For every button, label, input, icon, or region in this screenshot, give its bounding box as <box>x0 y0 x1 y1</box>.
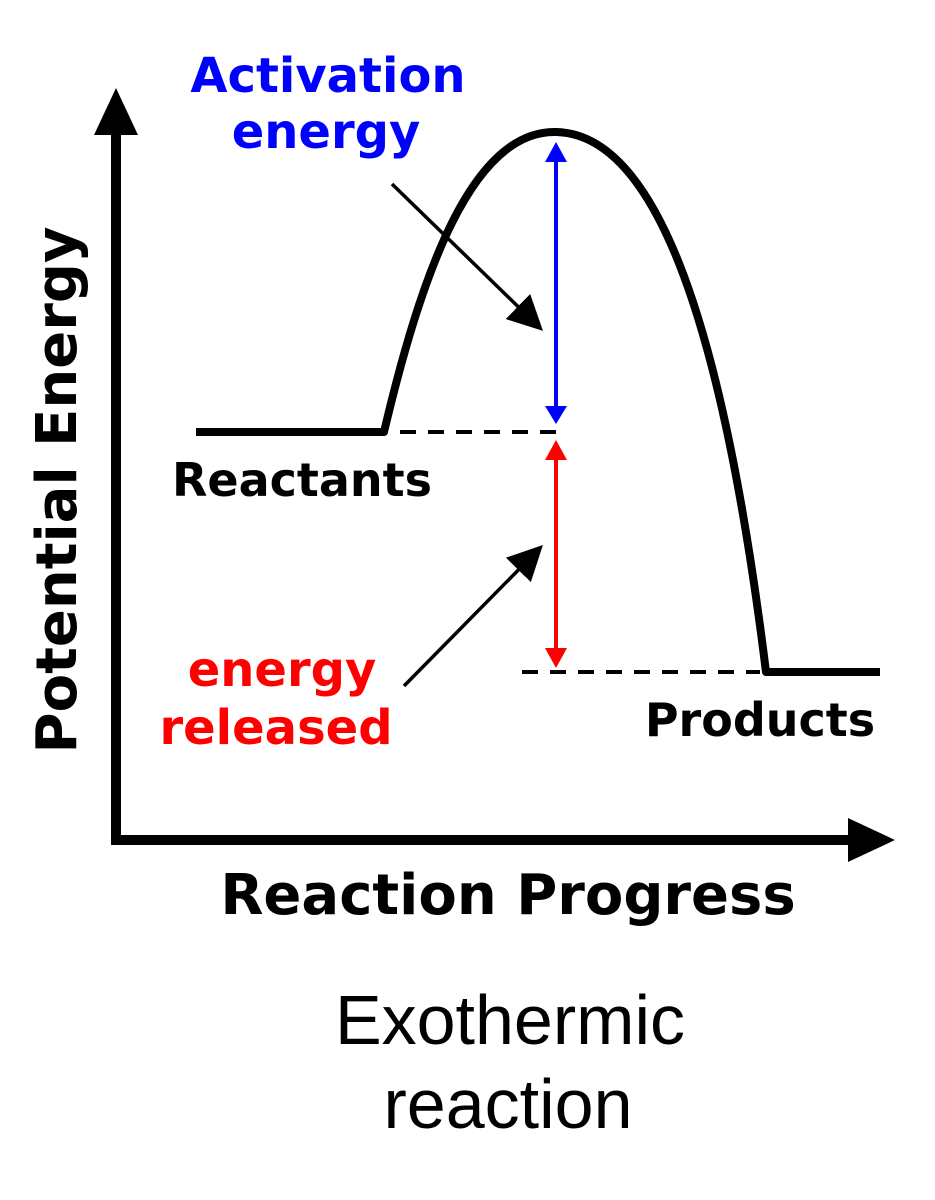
y-axis-label: Potential Energy <box>25 227 90 754</box>
products-label: Products <box>645 693 875 747</box>
y-axis-arrowhead-icon <box>94 88 138 135</box>
axes <box>94 88 895 862</box>
x-axis-label: Reaction Progress <box>220 863 795 928</box>
activation-energy-label-line1: Activation <box>190 48 465 104</box>
activation-energy-arrow <box>545 142 567 424</box>
released-pointer-arrow <box>402 545 543 688</box>
energy-released-arrow <box>545 440 567 668</box>
diagram-title-line1: Exothermic <box>335 981 685 1059</box>
activation-energy-label-line2: energy <box>232 104 421 160</box>
x-axis-arrowhead-icon <box>848 818 895 862</box>
energy-released-label-line1: energy <box>188 642 377 698</box>
reactants-label: Reactants <box>172 453 432 507</box>
activation-pointer-arrow <box>390 182 544 331</box>
energy-released-label-line2: released <box>159 700 392 756</box>
energy-curve <box>196 127 880 676</box>
diagram-title-line2: reaction <box>383 1065 632 1143</box>
